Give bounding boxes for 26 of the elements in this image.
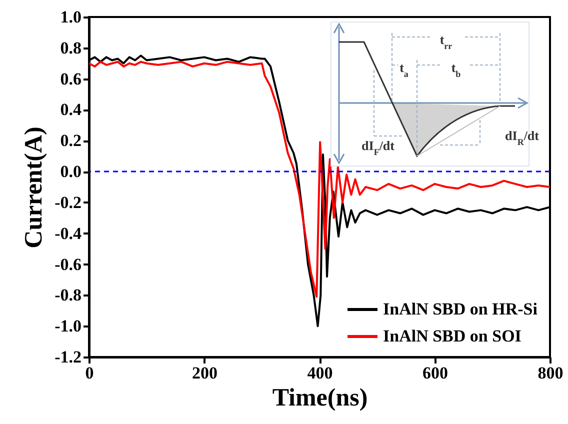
legend-label: InAlN SBD on HR-Si [383, 300, 538, 318]
x-tick-label: 600 [422, 364, 448, 382]
annotation: t$_{b}$ [451, 60, 461, 79]
y-tick-label: -0.8 [54, 286, 82, 305]
y-tick-label: 0.8 [60, 38, 82, 58]
y-tick-label: -0.4 [54, 224, 82, 243]
y-tick-label: 0.6 [60, 69, 82, 88]
annotation: dI$_{R}$/dt [505, 128, 540, 147]
y-axis-title: Current(A) [20, 126, 48, 248]
y-tick-label: 1.0 [60, 8, 82, 26]
y-tick-label: -0.2 [54, 192, 82, 212]
x-tick-label: 0 [85, 364, 94, 382]
annotation: t$_{a}$ [400, 60, 409, 79]
x-axis-title: Time(ns) [272, 384, 368, 412]
y-tick-label: 0.2 [60, 131, 82, 150]
y-tick-label: 0.0 [60, 162, 82, 182]
annotation: dI$_{F}$/dt [362, 138, 396, 157]
x-tick-label: 400 [307, 364, 333, 382]
x-tick-label: 800 [538, 364, 564, 382]
annotation: t$_{rr}$ [440, 32, 452, 51]
legend-label: InAlN SBD on SOI [383, 326, 522, 346]
x-tick-label: 200 [192, 364, 218, 382]
y-tick-label: -0.6 [54, 254, 82, 274]
y-tick-label: 0.4 [60, 100, 82, 120]
y-tick-label: -1.0 [54, 316, 82, 336]
y-tick-label: -1.2 [54, 348, 82, 366]
